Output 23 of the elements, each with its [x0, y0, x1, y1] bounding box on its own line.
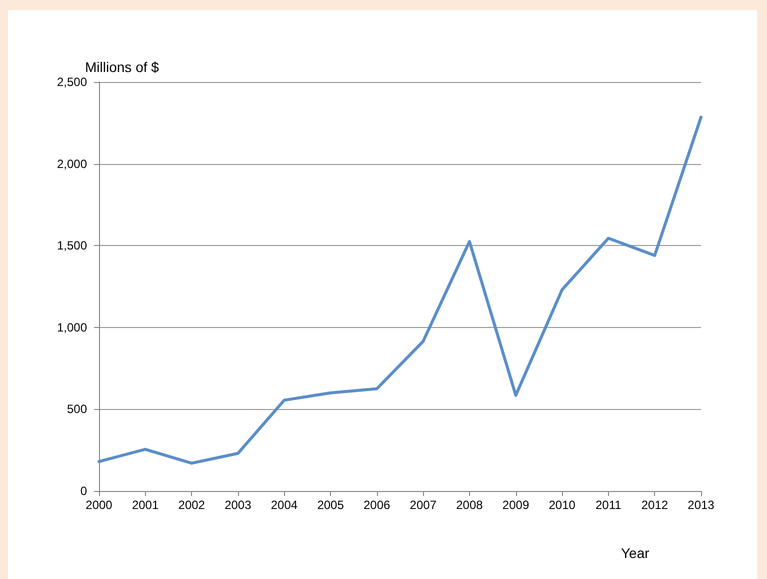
- x-tick-label: 2000: [86, 498, 113, 512]
- y-tick-label: 2,500: [56, 75, 88, 89]
- y-tick-label: 0: [80, 484, 88, 498]
- x-tick-label: 2010: [548, 498, 576, 512]
- x-tick-label: 2008: [456, 498, 484, 512]
- y-axis-title: Millions of $: [85, 59, 160, 75]
- y-tick-label: 2,000: [56, 156, 88, 171]
- x-tick-label: 2004: [270, 498, 298, 512]
- x-tick-label: 2001: [132, 498, 159, 512]
- x-axis-title: Year: [621, 545, 650, 561]
- x-tick-label: 2006: [363, 498, 391, 512]
- x-tick-label: 2003: [224, 498, 252, 512]
- y-tick-label: 1,500: [56, 238, 88, 253]
- x-tick-label: 2005: [317, 498, 344, 512]
- y-tick-label: 1,000: [56, 320, 88, 334]
- y-tick-label: 500: [66, 402, 88, 416]
- x-tick-label: 2011: [595, 498, 622, 512]
- x-tick-label: 2012: [641, 498, 668, 512]
- x-tick-label: 2007: [410, 498, 437, 512]
- x-tick-label: 2013: [688, 498, 715, 512]
- x-tick-label: 2002: [178, 498, 206, 512]
- x-tick-label: 2009: [502, 498, 530, 512]
- line-series: [98, 116, 702, 465]
